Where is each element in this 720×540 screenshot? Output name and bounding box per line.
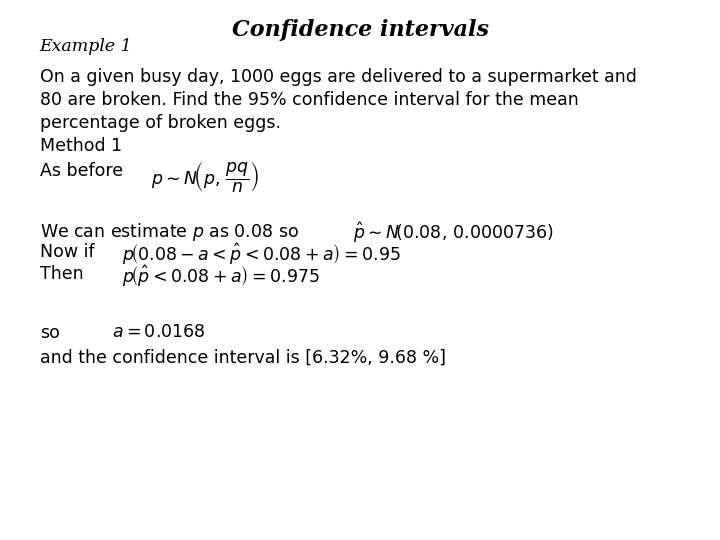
Text: $p\!\left(0.08 - a < \hat{p} < 0.08 + a\right) = 0.95$: $p\!\left(0.08 - a < \hat{p} < 0.08 + a\… — [122, 241, 401, 266]
Text: Method 1: Method 1 — [40, 137, 122, 155]
Text: On a given busy day, 1000 eggs are delivered to a supermarket and: On a given busy day, 1000 eggs are deliv… — [40, 68, 636, 85]
Text: and the confidence interval is [6.32%, 9.68 %]: and the confidence interval is [6.32%, 9… — [40, 348, 446, 366]
Text: $p \sim N\!\left( p,\, \dfrac{pq}{n} \right)$: $p \sim N\!\left( p,\, \dfrac{pq}{n} \ri… — [151, 159, 260, 194]
Text: Then: Then — [40, 265, 84, 282]
Text: 80 are broken. Find the 95% confidence interval for the mean: 80 are broken. Find the 95% confidence i… — [40, 91, 578, 109]
Text: $\hat{p} \sim N\!\left(0.08,\, 0.0000736\right)$: $\hat{p} \sim N\!\left(0.08,\, 0.0000736… — [353, 220, 554, 245]
Text: As before: As before — [40, 162, 122, 180]
Text: Now if: Now if — [40, 243, 94, 261]
Text: Example 1: Example 1 — [40, 38, 132, 55]
Text: so: so — [40, 324, 60, 342]
Text: $p\!\left(\hat{p} < 0.08 + a\right) = 0.975$: $p\!\left(\hat{p} < 0.08 + a\right) = 0.… — [122, 263, 320, 288]
Text: We can estimate $p$ as 0.08 so: We can estimate $p$ as 0.08 so — [40, 221, 299, 244]
Text: Confidence intervals: Confidence intervals — [232, 19, 488, 41]
Text: percentage of broken eggs.: percentage of broken eggs. — [40, 114, 281, 132]
Text: $a = 0.0168$: $a = 0.0168$ — [112, 323, 205, 341]
